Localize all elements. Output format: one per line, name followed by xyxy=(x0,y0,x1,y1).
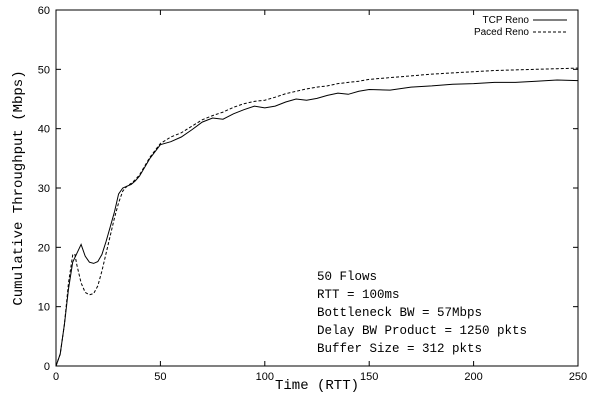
x-tick-label: 100 xyxy=(256,371,274,383)
series-line-tcp-reno xyxy=(55,79,579,367)
annotation-flows: 50 Flows xyxy=(317,270,377,284)
legend: TCP Reno Paced Reno xyxy=(474,15,567,38)
x-tick-label: 50 xyxy=(154,371,166,383)
x-tick-label: 0 xyxy=(53,371,59,383)
annotation-delay-bw-product: Delay BW Product = 1250 pkts xyxy=(317,324,527,338)
x-axis-ticks: 0 50 100 150 200 250 xyxy=(53,10,587,383)
x-tick-label: 250 xyxy=(569,371,587,383)
y-tick-label: 30 xyxy=(38,183,50,195)
series-line-paced-reno xyxy=(55,67,579,367)
legend-label-tcp-reno: TCP Reno xyxy=(482,15,529,26)
annotation-bottleneck-bw: Bottleneck BW = 57Mbps xyxy=(317,306,482,320)
y-tick-label: 60 xyxy=(38,5,50,17)
y-tick-label: 0 xyxy=(44,361,50,373)
y-axis-ticks: 0 10 20 30 40 50 60 xyxy=(38,5,578,373)
y-axis-label: Cumulative Throughput (Mbps) xyxy=(11,70,27,305)
annotation-buffer-size: Buffer Size = 312 pkts xyxy=(317,342,482,356)
x-tick-label: 150 xyxy=(360,371,378,383)
y-tick-label: 20 xyxy=(38,242,50,254)
annotation-rtt: RTT = 100ms xyxy=(317,288,400,302)
x-axis-label: Time (RTT) xyxy=(275,378,359,393)
series-layer xyxy=(55,67,579,367)
y-tick-label: 40 xyxy=(38,124,50,136)
x-tick-label: 200 xyxy=(464,371,482,383)
legend-label-paced-reno: Paced Reno xyxy=(474,27,529,38)
y-tick-label: 10 xyxy=(38,302,50,314)
parameter-annotations: 50 Flows RTT = 100ms Bottleneck BW = 57M… xyxy=(317,270,527,356)
y-tick-label: 50 xyxy=(38,64,50,76)
